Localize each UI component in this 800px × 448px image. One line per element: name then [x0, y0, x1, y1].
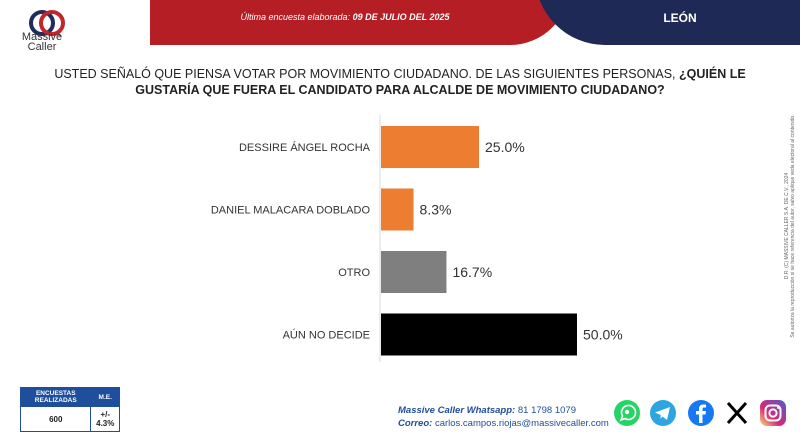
survey-date-value: 09 DE JULIO DEL 2025: [352, 12, 450, 22]
brand-name: Massive Caller: [12, 31, 72, 53]
bar: [381, 188, 414, 231]
copyright-note: D.R. (C) MASSIVE CALLER S.A. DE C.V., 20…: [784, 91, 796, 361]
header-red-band: [150, 0, 570, 45]
copyright-line-2: Se autoriza la reproducción si se hace r…: [790, 114, 796, 338]
bar-value-label: 25.0%: [485, 139, 525, 155]
bar-value-label: 8.3%: [420, 202, 452, 218]
survey-stats-table: ENCUESTAS REALIZADAS M.E. 600 +/- 4.3%: [19, 387, 120, 432]
bar: [381, 251, 447, 293]
whatsapp-label: Massive Caller Whatsapp:: [398, 405, 516, 416]
question-text: USTED SEÑALÓ QUE PIENSA VOTAR POR MOVIMI…: [40, 66, 760, 98]
email-label: Correo:: [398, 418, 433, 429]
question-plain: USTED SEÑALÓ QUE PIENSA VOTAR POR MOVIMI…: [54, 67, 676, 81]
survey-date-label: Última encuesta elaborada:: [240, 12, 351, 22]
region-label: LEÓN: [663, 11, 697, 25]
category-label: DESSIRE ÁNGEL ROCHA: [239, 141, 371, 154]
bar-value-label: 50.0%: [583, 327, 623, 343]
brand-line-1: Massive: [21, 31, 63, 43]
bar: [381, 126, 479, 168]
x-icon[interactable]: [722, 398, 752, 428]
telegram-icon[interactable]: [648, 398, 678, 428]
question-bold: ¿QUIÉN LE GUSTARÍA QUE FUERA EL CANDIDAT…: [135, 67, 746, 97]
category-label: DANIEL MALACARA DOBLADO: [211, 205, 371, 217]
facebook-icon[interactable]: [686, 398, 716, 428]
contact-info: Massive Caller Whatsapp: 81 1798 1079 Co…: [398, 404, 609, 430]
stats-surveys-value: 600: [19, 406, 92, 432]
bar-value-label: 16.7%: [452, 264, 492, 280]
category-label: OTRO: [338, 267, 370, 279]
brand-line-2: Caller: [27, 41, 57, 53]
stats-header-surveys: ENCUESTAS REALIZADAS: [19, 387, 92, 407]
whatsapp-icon[interactable]: [612, 398, 642, 428]
stats-margin-value: +/- 4.3%: [90, 406, 120, 432]
instagram-icon[interactable]: [758, 398, 788, 428]
bar: [381, 313, 577, 356]
email-address[interactable]: carlos.campos.riojas@massivecaller.com: [434, 418, 609, 429]
category-label: AÚN NO DECIDE: [283, 329, 370, 342]
brand-logo-icon: [29, 10, 65, 37]
stats-header-margin: M.E.: [90, 387, 120, 407]
survey-date: Última encuesta elaborada: 09 DE JULIO D…: [190, 12, 500, 22]
whatsapp-number[interactable]: 81 1798 1079: [517, 405, 576, 416]
header-blue-band: [535, 0, 800, 45]
